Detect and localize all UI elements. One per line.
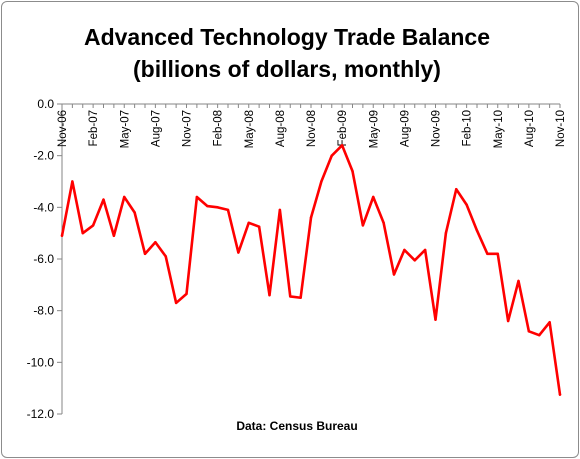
series-group [60, 144, 562, 396]
y-tick-label: -12.0 [27, 407, 55, 421]
x-tick-label: Nov-07 [182, 110, 194, 147]
data-point [527, 330, 531, 333]
data-point [185, 292, 188, 296]
x-tick-label: Aug-08 [275, 110, 287, 147]
data-point [247, 221, 250, 225]
data-point [486, 252, 489, 256]
x-tick-label: May-09 [368, 110, 380, 148]
x-tick-label: Nov-06 [57, 110, 69, 147]
data-point [330, 154, 333, 157]
data-point [102, 198, 105, 201]
data-point [434, 318, 437, 321]
data-point [475, 229, 479, 232]
data-point [164, 255, 167, 258]
data-point [423, 248, 427, 252]
data-point [351, 169, 354, 173]
data-point [320, 180, 323, 183]
x-tick-label: Aug-07 [150, 110, 162, 147]
data-point [133, 211, 136, 214]
data-point [81, 231, 84, 235]
data-point [278, 208, 282, 212]
x-tick-label: Nov-08 [306, 110, 318, 147]
data-point [237, 251, 240, 254]
data-point [289, 295, 292, 298]
x-tick-label: May-07 [119, 110, 131, 148]
x-tick-label: Feb-08 [213, 110, 225, 146]
data-point [216, 206, 219, 209]
data-point [340, 144, 344, 147]
data-point [143, 252, 147, 256]
x-tick-label: Feb-09 [337, 110, 349, 146]
data-point [257, 225, 261, 228]
data-point [403, 248, 406, 252]
data-point [174, 301, 178, 305]
data-point [444, 231, 448, 235]
data-point [112, 234, 116, 237]
x-axis: Nov-06 Feb-07 May-07 Aug-07 Nov-07 Feb-08 May-… [57, 103, 567, 148]
data-point [455, 188, 458, 191]
x-tick-label: Nov-09 [431, 110, 443, 147]
x-tick-label: May-08 [244, 110, 256, 148]
source-note: Data: Census Bureau [236, 419, 357, 433]
data-point [538, 334, 541, 337]
data-point [206, 204, 209, 208]
data-point [548, 321, 551, 324]
x-tick-label: Nov-10 [555, 110, 567, 147]
y-tick-label: -10.0 [27, 355, 55, 369]
y-tick-label: 0.0 [37, 97, 54, 111]
data-point [71, 180, 74, 183]
data-point [309, 216, 313, 219]
data-point [226, 208, 230, 212]
data-point [465, 203, 468, 206]
data-point [123, 195, 126, 199]
data-point [60, 234, 64, 237]
x-tick-label: Aug-09 [399, 110, 411, 147]
chart-subtitle: (billions of dollars, monthly) [133, 56, 441, 82]
data-point [268, 293, 271, 297]
data-point [382, 221, 385, 225]
x-tick-label: Feb-07 [88, 110, 100, 146]
x-tick-label: May-10 [493, 110, 505, 148]
data-point [195, 195, 199, 199]
data-point [91, 224, 95, 227]
data-point [558, 393, 562, 396]
chart-title: Advanced Technology Trade Balance [84, 24, 490, 50]
x-tick-label: Aug-10 [524, 110, 536, 147]
y-axis: 0.0 -2.0 -4.0 -6.0 -8.0 -10.0 -12.0 [27, 97, 63, 421]
x-tick-label: Feb-10 [462, 110, 474, 146]
y-tick-label: -6.0 [33, 252, 54, 266]
data-point [413, 259, 416, 262]
data-point [392, 273, 396, 276]
data-point [517, 279, 520, 283]
y-tick-label: -8.0 [33, 304, 54, 318]
y-tick-label: -4.0 [33, 200, 54, 214]
data-point [372, 195, 375, 199]
data-point [506, 319, 510, 323]
data-point [496, 252, 499, 256]
series-line [60, 144, 562, 396]
data-point [154, 241, 157, 244]
data-point [361, 224, 365, 227]
y-tick-label: -2.0 [33, 149, 54, 163]
data-point [299, 296, 302, 299]
